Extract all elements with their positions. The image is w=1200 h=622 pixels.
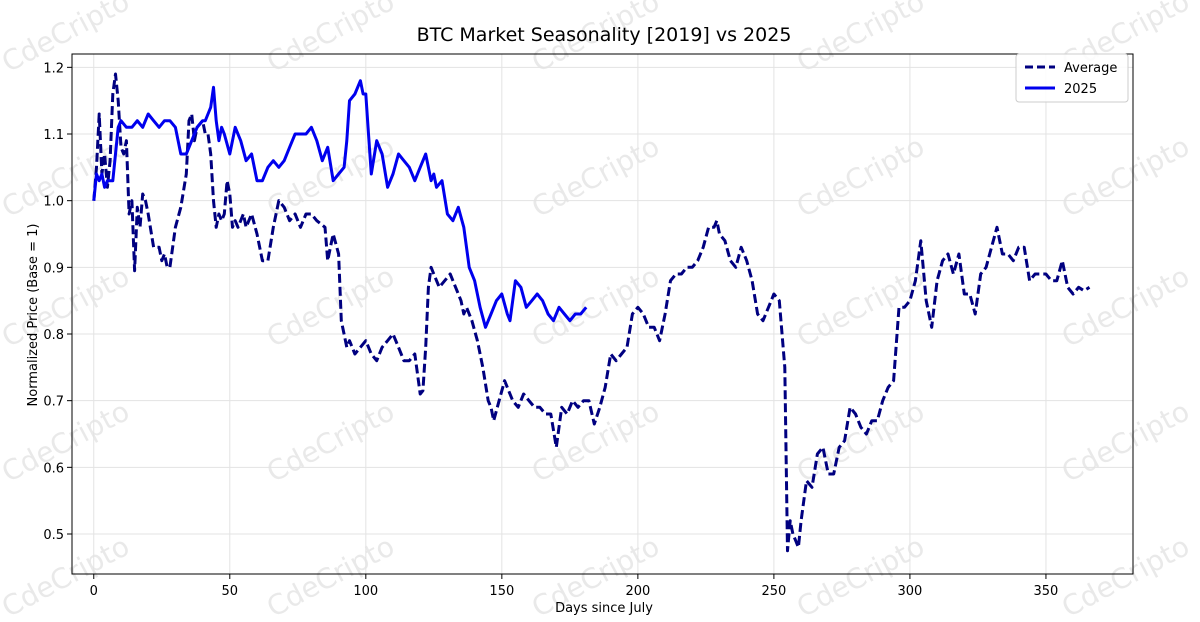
x-axis-label: Days since July	[555, 601, 653, 616]
watermark-text: CdeCripto	[1056, 129, 1194, 224]
x-tick-label: 0	[90, 584, 98, 599]
watermark-text: CdeCripto	[1056, 394, 1194, 489]
watermark-text: CdeCripto	[791, 259, 929, 354]
legend-average-label: Average	[1064, 61, 1117, 76]
y-tick-label: 0.9	[43, 261, 64, 276]
x-tick-label: 350	[1034, 584, 1059, 599]
y-tick-label: 0.8	[43, 328, 64, 343]
watermark-text: CdeCripto	[261, 259, 399, 354]
chart-title: BTC Market Seasonality [2019] vs 2025	[417, 24, 792, 46]
series-line-2025	[92, 79, 588, 329]
watermark-text: CdeCripto	[1056, 259, 1194, 354]
watermark-text: CdeCripto	[791, 129, 929, 224]
y-axis-label: Normalized Price (Base = 1)	[26, 224, 41, 407]
series-layer	[92, 72, 1091, 553]
watermark-text: CdeCripto	[0, 259, 135, 354]
watermark-text: CdeCripto	[791, 394, 929, 489]
watermark-text: CdeCripto	[1056, 529, 1194, 622]
x-axis-ticks: 0 50 100 150 200 250 300 350	[90, 574, 1059, 599]
y-tick-label: 0.7	[43, 395, 64, 410]
x-tick-label: 150	[489, 584, 514, 599]
y-tick-label: 0.5	[43, 528, 64, 543]
legend-2025-label: 2025	[1064, 82, 1097, 97]
watermark-text: CdeCripto	[261, 394, 399, 489]
watermark-text: CdeCripto	[526, 259, 664, 354]
plot-frame	[71, 53, 1134, 575]
legend: Average 2025	[1015, 53, 1129, 103]
watermark-text: CdeCripto	[791, 529, 929, 622]
y-tick-label: 1.1	[43, 128, 64, 143]
watermark-text: CdeCripto	[261, 529, 399, 622]
x-tick-label: 100	[353, 584, 378, 599]
watermark-text: CdeCripto	[526, 394, 664, 489]
watermark-text: CdeCripto	[0, 529, 135, 622]
x-tick-label: 250	[761, 584, 786, 599]
x-tick-label: 50	[222, 584, 239, 599]
grid-lines	[72, 54, 1133, 574]
watermark-text: CdeCripto	[526, 129, 664, 224]
y-tick-label: 1.0	[43, 195, 64, 210]
watermark-text: CdeCripto	[0, 394, 135, 489]
x-tick-label: 200	[625, 584, 650, 599]
y-tick-label: 1.2	[43, 61, 64, 76]
y-axis-ticks: 0.5 0.6 0.7 0.8 0.9 1.0 1.1 1.2	[43, 61, 72, 543]
series-line-average	[92, 72, 1091, 553]
x-tick-label: 300	[898, 584, 923, 599]
y-tick-label: 0.6	[43, 461, 64, 476]
